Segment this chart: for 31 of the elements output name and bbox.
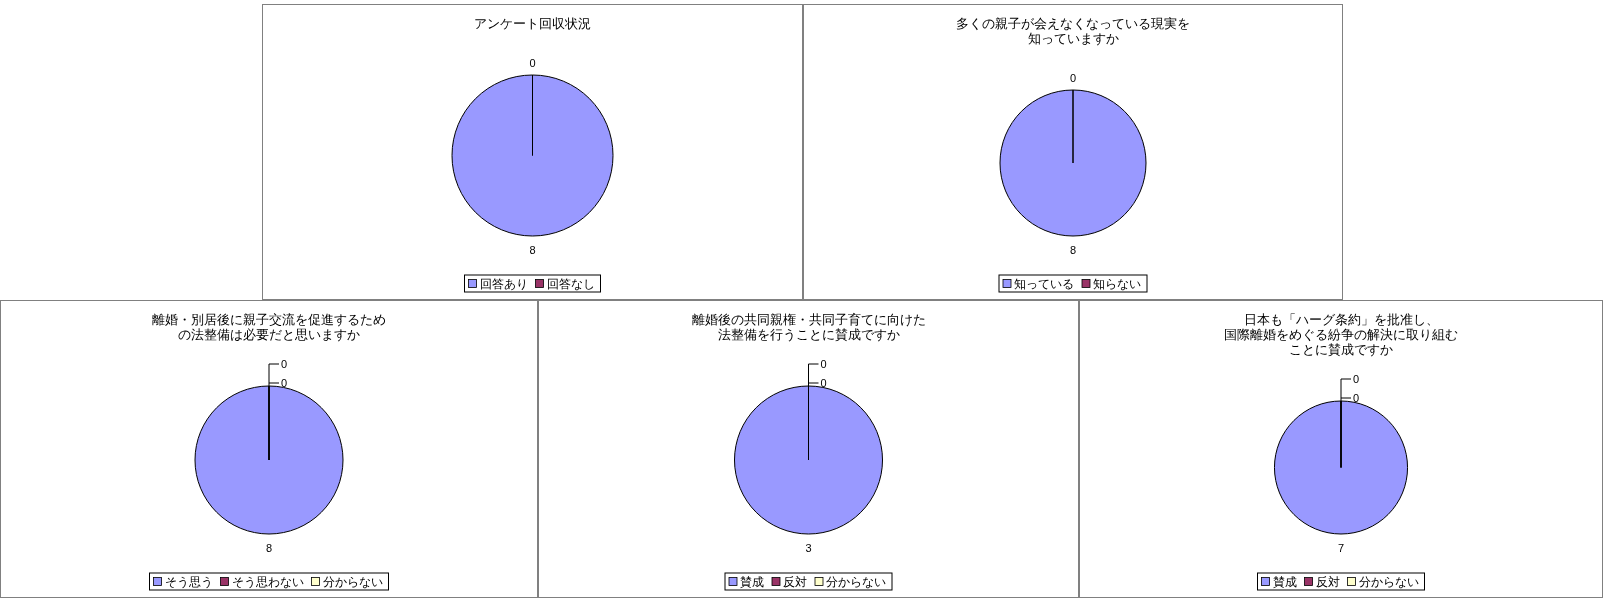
legend-label: そう思わない [231,575,304,589]
text: 0 [281,358,288,370]
text: 0 [1353,373,1360,385]
data-label: 3 [805,542,812,554]
legend-label: 反対 [783,575,807,589]
chart-title: 離婚後の共同親権・共同子育てに向けた法整備を行うことに賛成ですか [691,312,926,342]
legend-label: 賛成 [1272,575,1297,589]
legend-label: 分からない [322,575,383,589]
legend-label: 回答なし [546,277,595,291]
data-label: 8 [529,244,536,256]
data-label: 7 [1337,542,1345,554]
text: 0 [281,377,288,389]
chart-title: 多くの親子が会えなくなっている現実を知っていますか [956,16,1190,46]
legend-label: 回答あり [479,277,528,291]
legend-label: 知っている [1014,277,1074,291]
legend-label: 知らない [1093,277,1141,291]
data-label: 8 [1069,244,1077,256]
text: 0 [1353,392,1360,404]
legend-label: 賛成 [740,575,764,589]
legend-label: 分からない [1358,575,1419,589]
legend-label: そう思う [164,575,213,589]
text: 0 [820,377,827,389]
text: 0 [1069,72,1077,84]
chart-title: 離婚・別居後に親子交流を促進するための法整備は必要だと思いますか [152,312,386,342]
text: 0 [820,358,827,370]
chart-title: アンケート回収状況 [474,16,591,31]
data-label: 8 [265,542,273,554]
text: 0 [529,57,536,69]
legend-label: 反対 [1315,575,1340,589]
legend-label: 分からない [826,575,886,589]
chart-title: 日本も「ハーグ条約」を批准し、国際離婚をめぐる紛争の解決に取り組むことに賛成ですか [1224,312,1458,357]
